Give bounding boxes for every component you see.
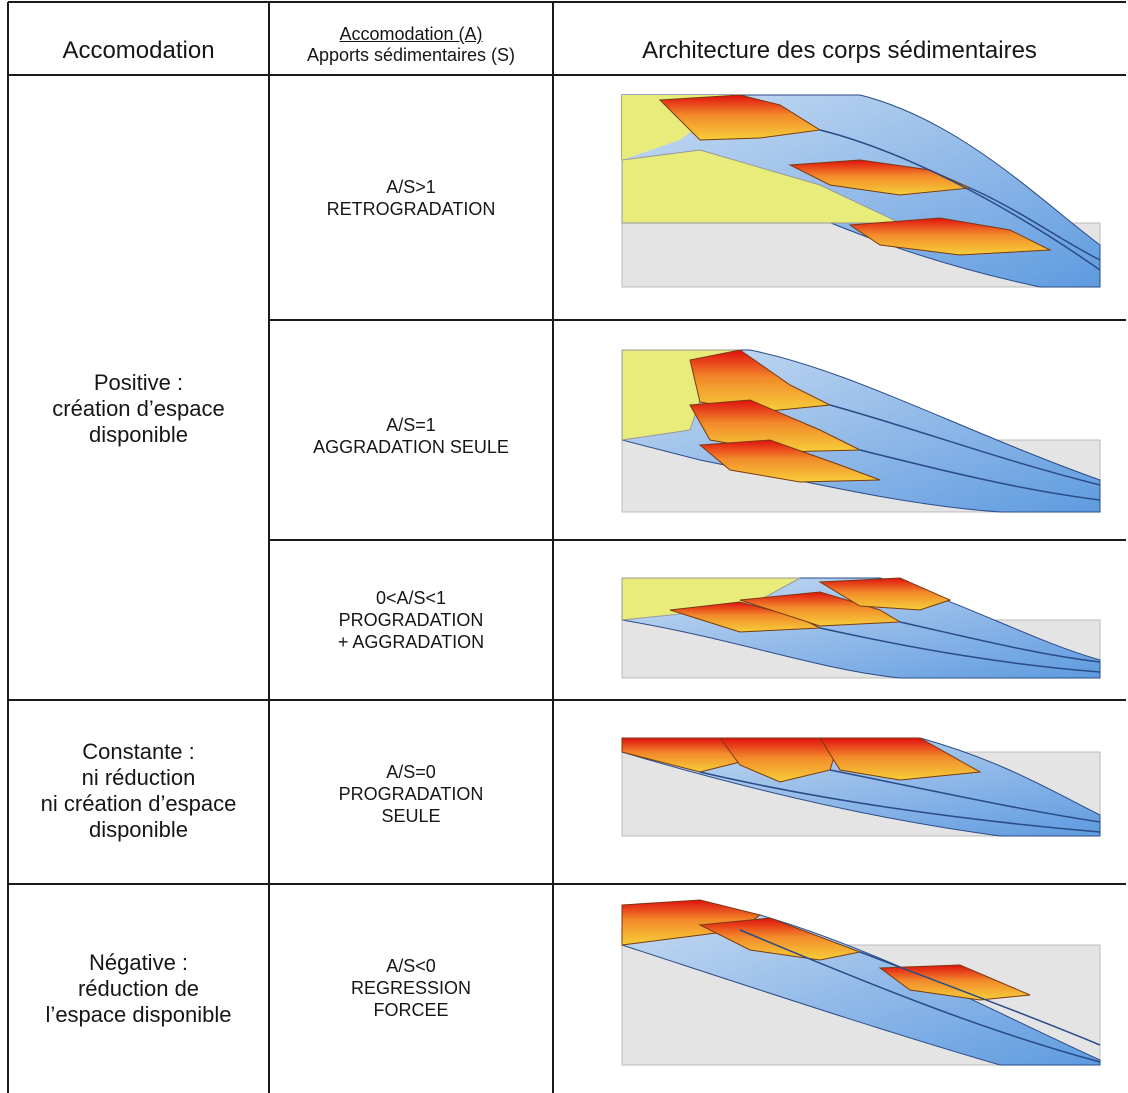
ratio-forced-regression-line3: FORCEE [373,1000,449,1020]
ratio-prograd-aggrad-line3: + AGGRADATION [337,632,485,652]
ratio-retrogradation-line1: A/S>1 [386,177,436,197]
header-ratio-line2: Apports sédimentaires (S) [306,45,516,65]
ratio-progradation-line3: SEULE [381,806,441,826]
ratio-prograd-aggrad-line1: 0<A/S<1 [375,588,447,608]
forced-regression-wedge-2 [698,917,862,961]
accommodation-positive: Positive : création d’espace disponible [8,370,269,448]
ratio-retrogradation: A/S>1 RETROGRADATION [269,176,553,220]
retrogradation-continental-2 [621,149,901,224]
accommodation-constant-line2: ni réduction [81,765,196,790]
accommodation-negative-line1: Négative : [88,950,189,975]
accommodation-negative-line3: l’espace disponible [45,1002,232,1027]
accommodation-negative: Négative : réduction de l’espace disponi… [8,950,269,1028]
accommodation-constant-line4: disponible [88,817,189,842]
accommodation-constant-line3: ni création d’espace [40,791,237,816]
progradation-wedge-3 [819,737,982,781]
prog-aggr-wedge-3 [818,577,952,611]
header-architecture: Architecture des corps sédimentaires [642,37,1037,64]
ratio-aggradation-line1: A/S=1 [386,415,436,435]
accommodation-constant-line1: Constante : [82,739,195,764]
aggradation-wedge-3 [698,439,881,483]
ratio-progradation-line1: A/S=0 [386,762,436,782]
accommodation-positive-line3: disponible [88,422,189,447]
ratio-progradation: A/S=0 PROGRADATION SEULE [269,761,553,827]
diagram-retrogradation [621,94,1101,288]
ratio-aggradation: A/S=1 AGGRADATION SEULE [269,414,553,458]
accommodation-positive-line1: Positive : [93,370,184,395]
retrogradation-wedge-3 [848,217,1052,256]
accommodation-positive-line2: création d’espace [52,396,225,421]
header-ratio-line1: Accomodation (A) [339,24,483,44]
accommodation-constant: Constante : ni réduction ni création d’e… [8,739,269,843]
ratio-prograd-aggrad: 0<A/S<1 PROGRADATION + AGGRADATION [269,587,553,653]
ratio-forced-regression: A/S<0 REGRESSION FORCEE [269,955,553,1021]
header-ratio: Accomodation (A) Apports sédimentaires (… [269,24,553,66]
ratio-progradation-line2: PROGRADATION [338,784,484,804]
diagram-aggradation [621,349,1101,513]
ratio-forced-regression-line1: A/S<0 [386,956,436,976]
ratio-aggradation-line2: AGGRADATION SEULE [313,437,509,457]
ratio-retrogradation-line2: RETROGRADATION [326,199,496,219]
diagram-progradation-aggradation [621,577,1101,679]
accommodation-negative-line2: réduction de [77,976,200,1001]
ratio-prograd-aggrad-line2: PROGRADATION [338,610,484,630]
diagram-progradation [621,737,1101,837]
prog-aggr-wedge-2 [739,591,902,627]
diagram-forced-regression [621,899,1101,1066]
header-accommodation: Accomodation [62,37,215,64]
ratio-forced-regression-line2: REGRESSION [350,978,472,998]
